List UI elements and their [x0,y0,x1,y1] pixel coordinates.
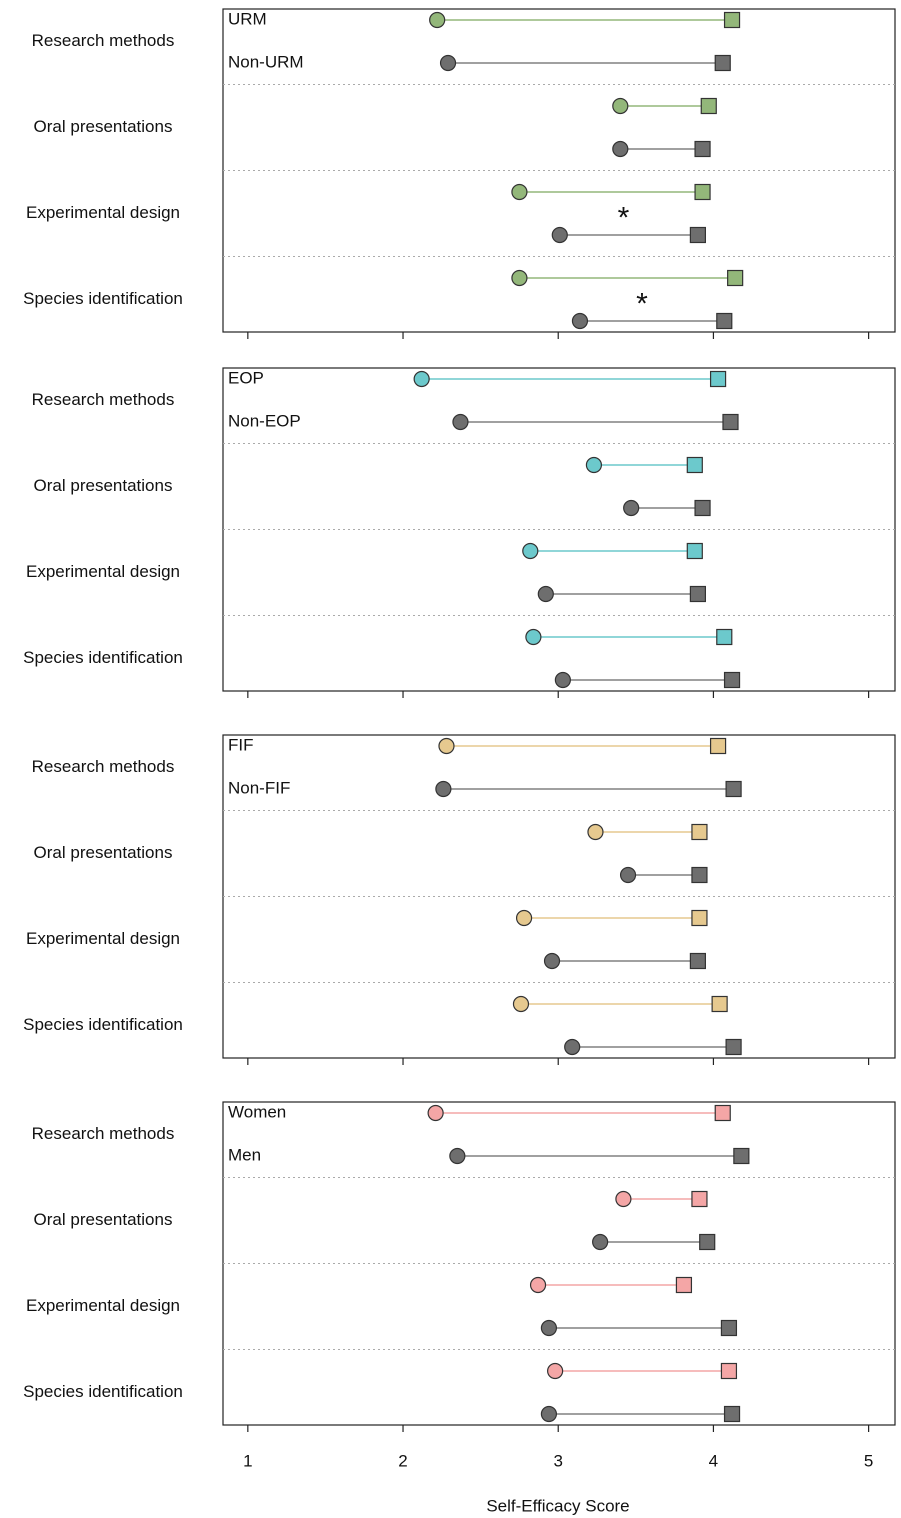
pre-marker [540,1319,558,1337]
post-marker [694,140,711,158]
post-marker [722,413,739,431]
legend-label: Women [228,1102,286,1121]
x-tick-label: 2 [398,1451,407,1470]
post-marker [723,671,741,689]
post-marker [714,1104,731,1122]
pre-marker [612,97,629,115]
category-label: Research methods [32,31,175,50]
pre-marker [512,995,530,1013]
x-tick-label: 5 [864,1451,873,1470]
post-marker [689,952,707,970]
x-axis-title: Self-Efficacy Score [486,1496,629,1515]
category-label: Species identification [23,648,183,667]
x-tick-label: 4 [709,1451,718,1470]
significance-mark: * [618,201,630,234]
post-marker [691,1190,708,1208]
category-label: Species identification [23,1382,183,1401]
post-marker [727,269,744,287]
pre-marker [587,823,604,841]
post-marker [691,866,708,884]
pre-marker [529,1276,547,1294]
post-marker [709,370,727,388]
post-marker [700,97,717,115]
pre-marker [511,183,528,201]
category-label: Oral presentations [34,1210,173,1229]
pre-marker [537,585,554,603]
pre-marker [592,1233,609,1251]
legend-label: Men [228,1145,261,1164]
x-tick-label: 1 [243,1451,252,1470]
pre-marker [540,1405,558,1423]
pre-marker [615,1190,632,1208]
post-marker [709,737,727,755]
pre-marker [554,671,571,689]
pre-marker [438,737,455,755]
pre-marker [429,11,446,29]
legend-label: FIF [228,735,254,754]
legend-label: Non-URM [228,52,304,71]
post-marker [686,542,703,560]
category-label: Research methods [32,757,175,776]
category-label: Oral presentations [34,117,173,136]
post-marker [720,1319,738,1337]
post-marker [694,499,711,517]
pre-marker [439,54,457,72]
post-marker [691,909,708,927]
pre-marker [413,370,430,388]
post-marker [716,628,733,646]
post-marker [694,183,711,201]
legend-label: URM [228,9,267,28]
post-marker [723,1405,741,1423]
pre-marker [564,1038,581,1056]
pre-marker [612,140,629,158]
pre-marker [525,628,542,646]
pre-marker [449,1147,466,1165]
legend-label: Non-FIF [228,778,290,797]
category-label: Research methods [32,390,175,409]
pre-marker [452,413,469,431]
post-marker [699,1233,716,1251]
post-marker [689,226,707,244]
category-label: Experimental design [26,929,180,948]
pre-marker [511,269,528,287]
post-marker [723,11,741,29]
post-marker [725,1038,742,1056]
category-label: Species identification [23,1015,183,1034]
pre-marker [623,499,640,517]
post-marker [733,1147,750,1165]
category-label: Experimental design [26,562,180,581]
post-marker [689,585,707,603]
category-label: Experimental design [26,203,180,222]
significance-mark: * [636,287,648,320]
pre-marker [547,1362,564,1380]
x-tick-label: 3 [553,1451,562,1470]
category-label: Experimental design [26,1296,180,1315]
category-label: Oral presentations [34,843,173,862]
post-marker [720,1362,738,1380]
legend-label: EOP [228,368,264,387]
pre-marker [571,312,589,330]
post-marker [725,780,742,798]
post-marker [675,1276,693,1294]
pre-marker [435,780,452,798]
category-label: Research methods [32,1124,175,1143]
pre-marker [619,866,637,884]
post-marker [716,312,733,330]
legend-label: Non-EOP [228,411,301,430]
post-marker [686,456,703,474]
category-label: Oral presentations [34,476,173,495]
post-marker [714,54,731,72]
post-marker [691,823,708,841]
pre-marker [515,909,533,927]
pre-marker [522,542,539,560]
pre-marker [551,226,568,244]
pre-marker [543,952,561,970]
pre-marker [585,456,603,474]
pre-marker [427,1104,444,1122]
post-marker [711,995,728,1013]
category-label: Species identification [23,289,183,308]
